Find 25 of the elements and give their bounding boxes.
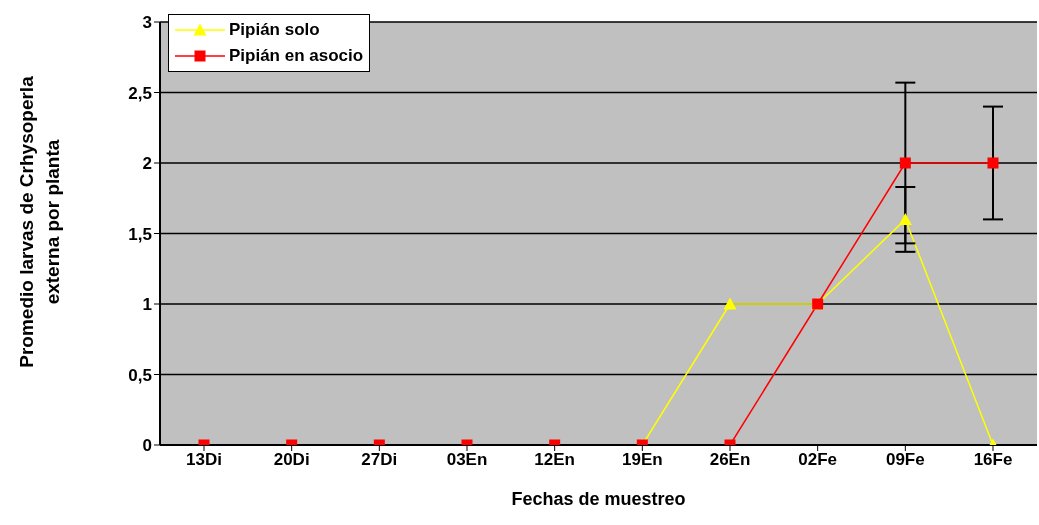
- y-tick-label: 0: [142, 436, 152, 456]
- y-tick-label: 2: [142, 154, 152, 174]
- y-tick-label: 2,5: [128, 83, 152, 103]
- x-tick-label: 19En: [622, 450, 663, 470]
- x-tick-label: 26En: [709, 450, 751, 470]
- y-tick-label: 3: [142, 13, 152, 33]
- x-tick-label: 13Di: [186, 450, 222, 470]
- y-tick-label: 0,5: [128, 365, 152, 385]
- x-tick-label: 09Fe: [885, 450, 925, 470]
- y-axis-title: Promedio larvas de Crhysoperla externa por planta: [15, 75, 64, 370]
- legend-label: Pipián solo: [229, 20, 320, 40]
- x-tick-label: 02Fe: [798, 450, 838, 470]
- point: [723, 297, 737, 310]
- y-tick-label: 1: [142, 295, 152, 315]
- x-axis-title: Fechas de muestreo: [511, 489, 686, 509]
- x-tick-label: 20Di: [273, 450, 310, 470]
- y-tick-label: 1,5: [128, 224, 152, 244]
- legend-label: Pipián en asocio: [229, 46, 364, 66]
- x-tick-label: 12En: [534, 450, 575, 470]
- x-tick-label: 27Di: [361, 450, 398, 470]
- x-tick-label: 16Fe: [973, 450, 1013, 470]
- point: [899, 157, 911, 169]
- point: [898, 212, 912, 225]
- x-tick-label: 03En: [446, 450, 488, 470]
- point: [987, 157, 999, 169]
